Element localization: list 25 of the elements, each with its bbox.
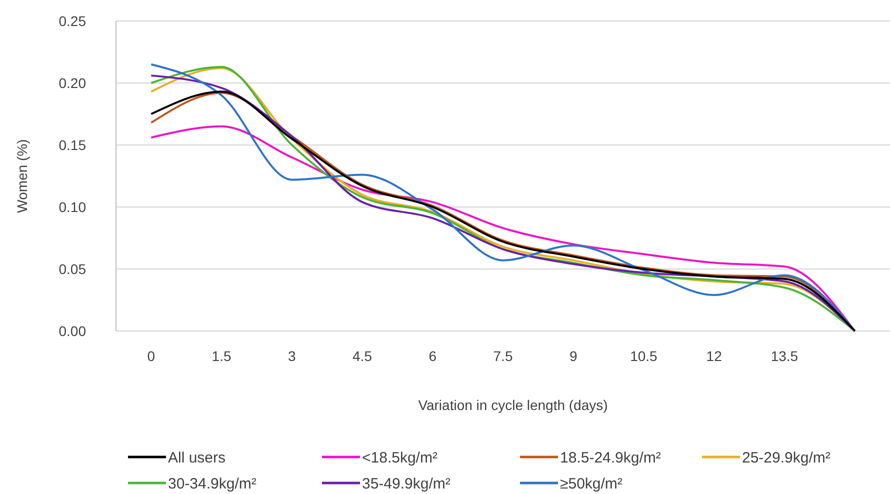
legend-label: ≥50kg/m² (560, 475, 622, 492)
x-tick-label: 9 (569, 348, 578, 364)
y-tick-label: 0.25 (58, 12, 86, 29)
x-tick-label: 3 (288, 348, 296, 364)
x-tick-label: 12 (706, 348, 722, 364)
x-tick-label: 10.5 (630, 348, 658, 364)
legend-label: All users (168, 449, 226, 466)
y-tick-label: 0.20 (58, 74, 86, 91)
x-tick-label: 7.5 (493, 348, 513, 364)
y-tick-label: 0.15 (58, 136, 86, 153)
y-axis-title: Women (%) (14, 139, 30, 213)
legend-label: 18.5-24.9kg/m² (560, 449, 661, 466)
x-tick-label: 6 (428, 348, 437, 364)
legend-label: 25-29.9kg/m² (742, 449, 830, 466)
y-tick-label: 0.10 (58, 198, 86, 215)
legend-label: 30-34.9kg/m² (168, 475, 256, 492)
legend-label: 35-49.9kg/m² (362, 475, 450, 492)
legend-label: <18.5kg/m² (362, 449, 438, 466)
y-tick-label: 0.05 (58, 260, 86, 277)
x-tick-label: 4.5 (352, 348, 372, 364)
x-tick-label: 0 (147, 348, 156, 364)
x-tick-label: 1.5 (212, 348, 232, 364)
x-axis-title: Variation in cycle length (days) (418, 397, 608, 413)
x-tick-label: 13.5 (770, 348, 798, 364)
y-tick-label: 0.00 (58, 322, 86, 339)
